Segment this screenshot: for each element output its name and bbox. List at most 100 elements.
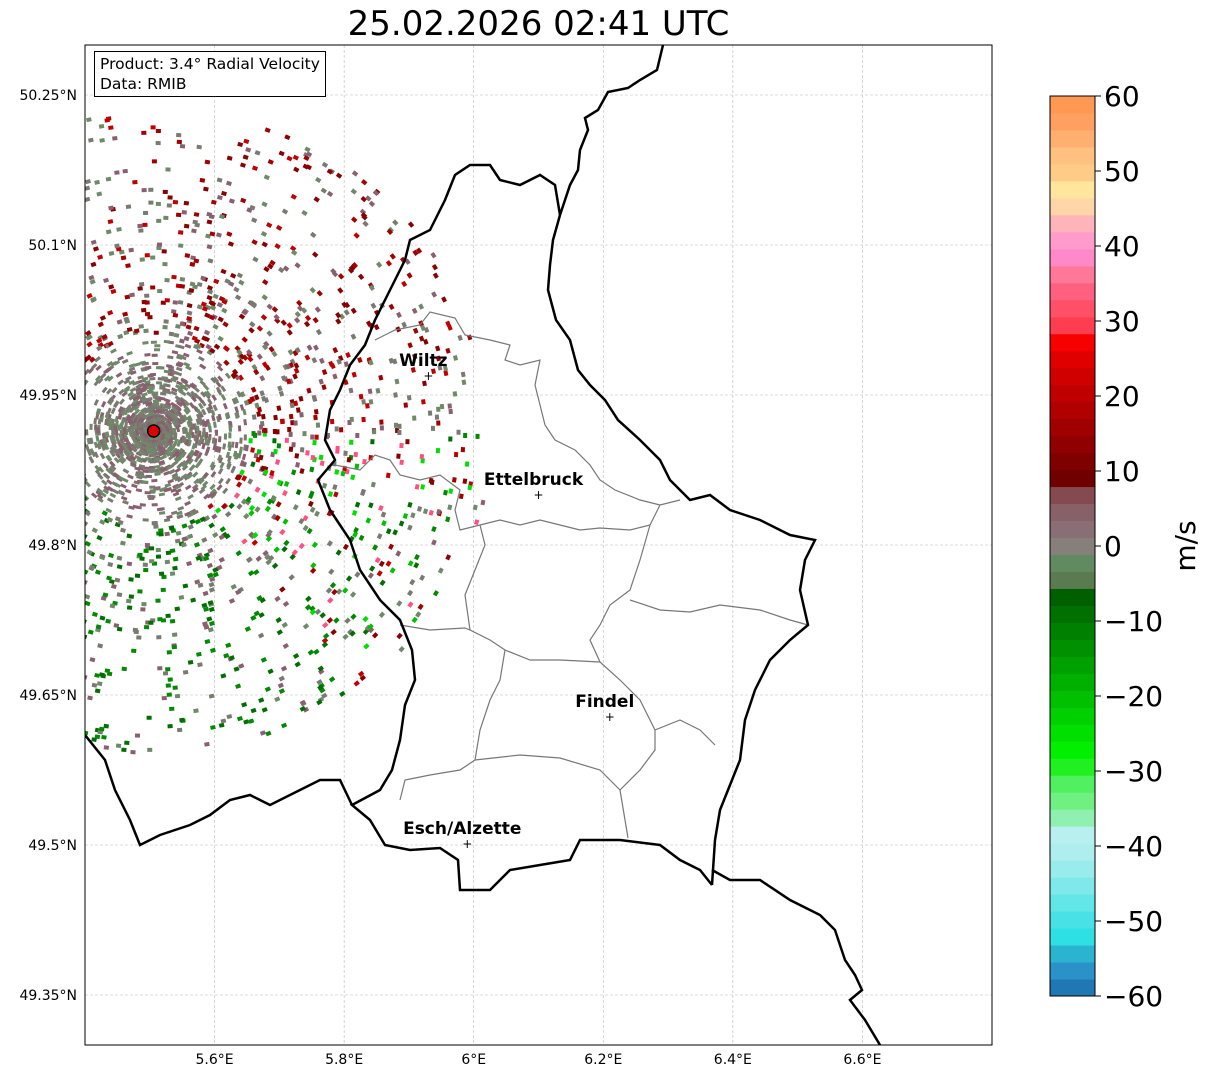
velocity-bin: [302, 431, 307, 437]
velocity-bin: [103, 375, 111, 382]
velocity-bin: [453, 451, 459, 458]
velocity-bin: [96, 681, 103, 687]
velocity-bin: [370, 481, 376, 488]
velocity-bin: [144, 408, 151, 414]
velocity-bin: [221, 190, 227, 197]
velocity-bin: [158, 511, 166, 515]
velocity-bin: [178, 389, 185, 395]
velocity-bin: [90, 492, 98, 499]
velocity-bin: [258, 697, 265, 703]
velocity-bin: [159, 488, 166, 493]
velocity-bin: [163, 215, 169, 221]
velocity-bin: [186, 473, 194, 480]
velocity-bin: [237, 358, 244, 366]
velocity-bin: [212, 323, 219, 330]
velocity-bin: [137, 417, 144, 424]
velocity-bin: [143, 548, 149, 553]
velocity-bin: [439, 403, 445, 410]
velocity-bin: [158, 451, 165, 457]
data-source-label: Data: RMIB: [100, 75, 187, 93]
velocity-bin: [292, 349, 299, 357]
velocity-bin: [193, 386, 200, 393]
velocity-bin: [183, 399, 190, 407]
velocity-bin: [421, 399, 426, 405]
velocity-bin: [170, 377, 177, 383]
velocity-bin: [318, 668, 325, 675]
velocity-bin: [445, 347, 451, 354]
velocity-bin: [106, 485, 114, 492]
velocity-bin: [313, 414, 318, 421]
velocity-bin: [307, 649, 315, 656]
velocity-bin: [150, 255, 156, 260]
velocity-bin: [108, 125, 114, 130]
lat-tick-label: 49.35°N: [19, 988, 77, 1004]
velocity-bin: [210, 471, 217, 478]
velocity-bin: [142, 222, 148, 228]
velocity-bin: [114, 170, 120, 175]
velocity-bin: [174, 484, 182, 490]
velocity-bin: [110, 288, 117, 295]
velocity-bin: [260, 465, 266, 472]
velocity-bin: [295, 407, 301, 413]
velocity-bin: [118, 432, 123, 440]
velocity-bin: [94, 356, 101, 363]
velocity-bin: [177, 299, 184, 305]
velocity-bin: [208, 299, 215, 306]
velocity-bin: [319, 687, 326, 694]
velocity-bin: [304, 314, 312, 322]
velocity-bin: [90, 239, 97, 245]
velocity-bin: [407, 589, 414, 597]
velocity-bin: [177, 243, 184, 248]
velocity-bin: [114, 243, 120, 249]
velocity-bin: [122, 311, 129, 317]
velocity-bin: [236, 348, 243, 356]
velocity-bin: [342, 633, 349, 641]
velocity-bin: [298, 395, 304, 402]
velocity-bin: [309, 506, 316, 513]
velocity-bin: [305, 151, 313, 158]
velocity-bin: [226, 714, 233, 720]
velocity-bin: [161, 426, 167, 433]
colorbar-segment: [1050, 452, 1095, 471]
velocity-bin: [367, 572, 374, 579]
velocity-bin: [316, 699, 323, 706]
velocity-bin: [284, 437, 289, 443]
velocity-bin: [209, 461, 216, 469]
velocity-bin: [133, 404, 140, 411]
velocity-bin: [172, 565, 178, 571]
velocity-bin: [167, 355, 174, 360]
colorbar-segment: [1050, 163, 1095, 182]
velocity-bin: [248, 531, 255, 538]
velocity-bin: [280, 418, 285, 424]
velocity-bin: [209, 347, 216, 354]
velocity-bin: [146, 414, 154, 421]
velocity-bin: [351, 371, 357, 378]
velocity-bin: [375, 387, 381, 394]
velocity-bin: [177, 354, 185, 359]
velocity-bin: [167, 677, 173, 682]
velocity-bin: [99, 137, 105, 143]
velocity-bin: [160, 466, 167, 472]
velocity-bin: [332, 373, 338, 380]
velocity-bin: [152, 391, 159, 395]
velocity-bin: [226, 155, 233, 161]
velocity-bin: [99, 726, 105, 732]
velocity-bin: [201, 602, 208, 608]
velocity-bin: [276, 443, 282, 449]
velocity-bin: [220, 385, 227, 393]
plus-icon: +: [533, 488, 543, 502]
velocity-bin: [315, 328, 322, 336]
velocity-bin: [201, 537, 208, 543]
city-marker: +Esch/Alzette: [403, 819, 521, 851]
velocity-bin: [174, 538, 181, 544]
velocity-bin: [122, 427, 127, 435]
velocity-bin: [106, 388, 113, 395]
velocity-bin: [132, 438, 139, 446]
velocity-bin: [335, 549, 342, 556]
velocity-bin: [474, 519, 480, 526]
velocity-bin: [385, 472, 391, 479]
colorbar-segment: [1050, 809, 1095, 827]
velocity-bin: [141, 376, 149, 381]
velocity-bin: [253, 569, 260, 576]
velocity-bin: [144, 365, 151, 370]
